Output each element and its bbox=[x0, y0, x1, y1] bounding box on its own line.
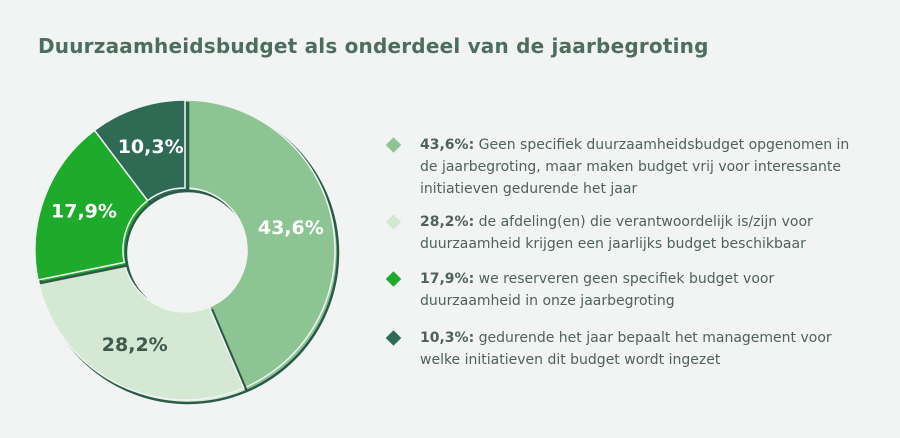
slice-label: 43,6% bbox=[258, 217, 324, 239]
donut-slice-face bbox=[93, 99, 186, 202]
legend-value: 10,3%: bbox=[420, 330, 475, 346]
donut-slice-face bbox=[37, 261, 245, 401]
legend-value: 28,2%: bbox=[420, 214, 475, 230]
legend-entry: 43,6%: Geen specifiek duurzaamheidsbudge… bbox=[420, 134, 865, 200]
legend-entry: 10,3%: gedurende het jaar bepaalt het ma… bbox=[420, 327, 865, 371]
donut-slice-face bbox=[34, 129, 149, 281]
legend-marker bbox=[385, 137, 402, 153]
legend-marker bbox=[385, 330, 402, 346]
legend-entry: 28,2%: de afdeling(en) die verantwoordel… bbox=[420, 211, 865, 255]
chart-title: Duurzaamheidsbudget als onderdeel van de… bbox=[38, 34, 709, 58]
legend-text: we reserveren geen specifiek budget voor… bbox=[420, 271, 775, 309]
legend-marker bbox=[385, 271, 402, 287]
donut-slice-face bbox=[184, 99, 336, 390]
slice-label: 28,2% bbox=[102, 334, 168, 356]
legend-entry: 17,9%: we reserveren geen specifiek budg… bbox=[420, 268, 865, 312]
legend-marker bbox=[385, 214, 402, 230]
legend-value: 17,9%: bbox=[420, 271, 475, 287]
slice-label: 10,3% bbox=[118, 136, 184, 158]
slice-label: 17,9% bbox=[51, 200, 117, 222]
legend-text: de afdeling(en) die verantwoordelijk is/… bbox=[420, 214, 813, 252]
legend-text: Geen specifiek duurzaamheidsbudget opgen… bbox=[420, 137, 850, 197]
legend-value: 43,6%: bbox=[420, 137, 475, 153]
legend-text: gedurende het jaar bepaalt het managemen… bbox=[420, 330, 832, 368]
